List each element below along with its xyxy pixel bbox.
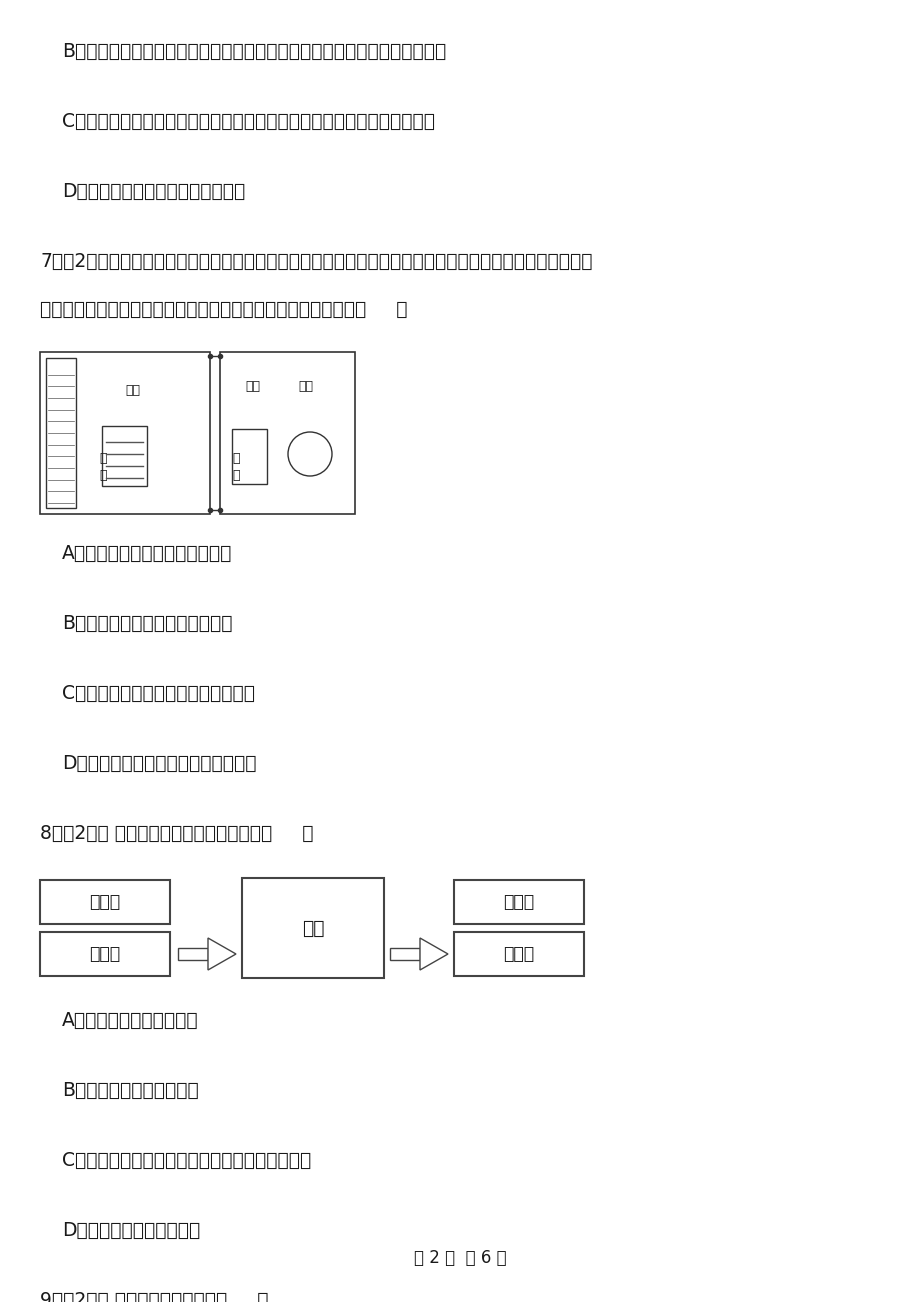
Bar (46, 358, 76, 508)
Bar (40, 352, 210, 514)
Text: C．小明的爷爷和爸爸的眼镜是用凸透镜做的爷爷的老花镜度数比爸爸的小: C．小明的爷爷和爸爸的眼镜是用凸透镜做的爷爷的老花镜度数比爸爸的小 (62, 112, 435, 132)
Text: C．只有输出力大于输入力，输出功才大于输入功: C．只有输出力大于输入力，输出功才大于输入功 (62, 1151, 311, 1170)
Bar (453, 932, 584, 976)
Text: 电源: 电源 (125, 384, 140, 397)
Polygon shape (420, 937, 448, 970)
Text: 9．（2分） 下列说法不正确的是（     ）: 9．（2分） 下列说法不正确的是（ ） (40, 1292, 268, 1302)
Text: 7．（2分）如图是一种温度自动报警器的原理图。制作水银温度计时，在玻璃管中封入一段金属丝，电源两极: 7．（2分）如图是一种温度自动报警器的原理图。制作水银温度计时，在玻璃管中封入一… (40, 253, 592, 271)
Bar (102, 426, 147, 486)
Text: 输入功: 输入功 (89, 893, 120, 911)
Text: 输入力: 输入力 (89, 945, 120, 963)
Text: 输出功: 输出功 (503, 893, 534, 911)
Text: B．输入功一定大于输出功: B．输入功一定大于输出功 (62, 1081, 199, 1100)
Polygon shape (208, 937, 236, 970)
Text: A．输入力一定大于输出力: A．输入力一定大于输出力 (62, 1010, 199, 1030)
Bar (220, 352, 355, 514)
Text: 电源: 电源 (244, 380, 260, 393)
Text: D．输入力一定小于输出力: D．输入力一定小于输出力 (62, 1221, 200, 1240)
Text: 铁: 铁 (99, 469, 107, 482)
Text: 输出力: 输出力 (503, 945, 534, 963)
Text: 铁: 铁 (232, 469, 239, 482)
Text: C．衔铁被吸引，电铃停止发出报警声: C．衔铁被吸引，电铃停止发出报警声 (62, 684, 255, 703)
Bar (232, 428, 267, 484)
Text: 8．（2分） 如图是某种机械工作的示意图（     ）: 8．（2分） 如图是某种机械工作的示意图（ ） (40, 824, 313, 842)
Bar (453, 880, 584, 924)
Text: 电铃: 电铃 (298, 380, 312, 393)
Circle shape (288, 432, 332, 477)
Bar (40, 880, 170, 924)
Text: D．衔铁被排斥，电铃停止发出报警声: D．衔铁被排斥，电铃停止发出报警声 (62, 754, 256, 773)
Bar (390, 948, 420, 960)
Text: 机械: 机械 (301, 918, 323, 937)
Text: 衔: 衔 (232, 452, 239, 465)
Bar (177, 948, 208, 960)
Text: D．小明妈妈的眼镜是用凸透镜做的: D．小明妈妈的眼镜是用凸透镜做的 (62, 182, 245, 201)
Text: 第 2 页  共 6 页: 第 2 页 共 6 页 (414, 1249, 505, 1267)
Text: A．衔铁被吸引，电铃发出报警声: A．衔铁被吸引，电铃发出报警声 (62, 544, 233, 562)
Bar (242, 878, 383, 978)
Text: 分别与水银和金属丝相连，当温度达到金属丝下端所指的温度时（     ）: 分别与水银和金属丝相连，当温度达到金属丝下端所指的温度时（ ） (40, 299, 407, 319)
Text: B．衔铁被排斥，电铃发出报警声: B．衔铁被排斥，电铃发出报警声 (62, 615, 233, 633)
Bar (40, 932, 170, 976)
Text: B．小明的爷爷和爸爸的眼镜是用凸透镜做的，爷爷的老花镜度数比爸爸的大: B．小明的爷爷和爸爸的眼镜是用凸透镜做的，爷爷的老花镜度数比爸爸的大 (62, 42, 446, 61)
Text: 衔: 衔 (99, 452, 107, 465)
